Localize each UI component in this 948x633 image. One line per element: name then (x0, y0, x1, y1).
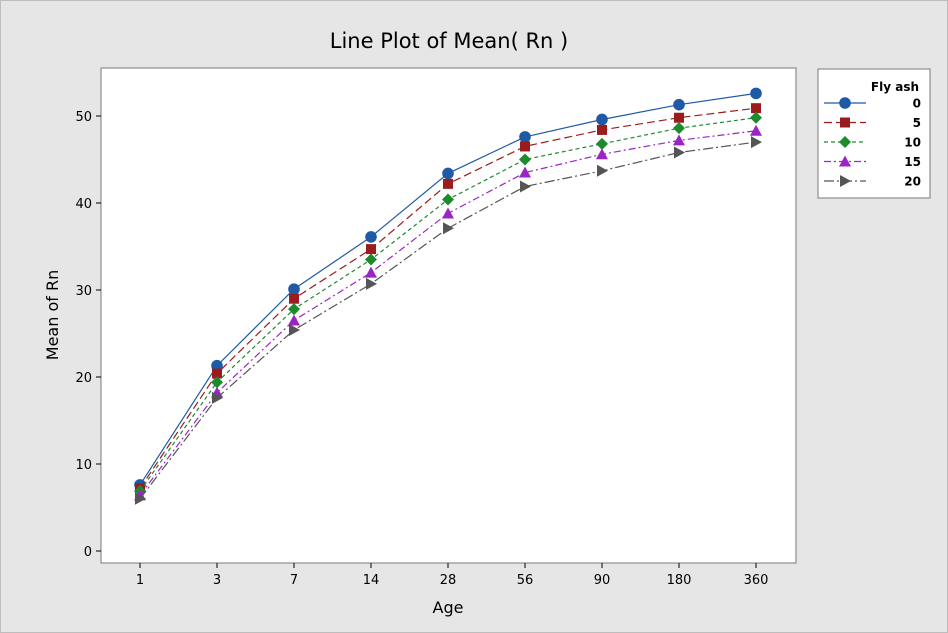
data-point (596, 137, 608, 150)
legend-marker (839, 97, 851, 109)
legend-marker (839, 155, 851, 167)
data-point (365, 231, 377, 243)
data-point (519, 153, 531, 166)
x-tick-label: 56 (517, 573, 534, 588)
data-point (443, 222, 454, 235)
data-point (673, 98, 685, 111)
x-axis-label: Age (433, 598, 464, 617)
data-point (442, 207, 454, 219)
legend-box (817, 68, 931, 199)
chart-title: Line Plot of Mean( Rn ) (330, 29, 568, 53)
y-tick-label: 20 (75, 371, 92, 386)
data-point (135, 492, 146, 505)
legend-title: Fly ash (871, 80, 919, 94)
data-point (751, 136, 762, 149)
legend-entry: 0 (824, 97, 921, 111)
data-point (673, 134, 685, 146)
data-point (519, 131, 531, 143)
data-point (520, 180, 531, 193)
y-axis: 0 10 20 30 40 50 (75, 110, 101, 560)
data-point (442, 167, 454, 180)
legend-entry: 20 (824, 175, 921, 189)
legend-label: 20 (904, 175, 921, 189)
legend-entry: 15 (824, 155, 921, 169)
data-point (750, 124, 762, 136)
data-point (750, 87, 762, 100)
legend: Fly ash 0 5 10 15 20 (817, 68, 931, 199)
data-point (750, 111, 762, 124)
y-tick-label: 40 (75, 197, 92, 212)
data-point (751, 103, 761, 114)
data-point (597, 164, 608, 177)
y-tick-label: 50 (75, 110, 92, 125)
data-point (288, 283, 300, 295)
data-point (596, 113, 608, 126)
series-20 (135, 136, 762, 505)
data-point (366, 277, 377, 290)
legend-entry: 10 (824, 136, 921, 150)
data-point (288, 314, 300, 326)
data-point (443, 178, 453, 189)
x-tick-label: 360 (744, 573, 769, 588)
legend-entry: 5 (824, 116, 921, 130)
plot-area (100, 67, 797, 564)
x-tick-label: 180 (667, 573, 692, 588)
series-layer (134, 87, 762, 505)
data-point (211, 376, 223, 389)
x-tick-label: 1 (136, 573, 144, 588)
data-point (597, 124, 607, 135)
data-point (673, 122, 685, 135)
y-tick-label: 30 (75, 284, 92, 299)
data-point (288, 303, 300, 316)
x-tick-label: 90 (594, 573, 611, 588)
data-point (289, 293, 299, 304)
data-point (212, 368, 222, 379)
data-point (212, 391, 223, 404)
legend-marker (840, 175, 851, 187)
legend-label: 15 (904, 155, 921, 169)
legend-marker (840, 117, 850, 128)
data-point (289, 324, 300, 337)
y-axis-label: Mean of Rn (43, 270, 62, 360)
data-point (365, 253, 377, 266)
data-point (519, 166, 531, 178)
legend-marker (839, 136, 851, 148)
x-tick-label: 28 (440, 573, 457, 588)
data-point (442, 193, 454, 206)
legend-label: 5 (913, 116, 921, 130)
legend-label: 10 (904, 136, 921, 150)
legend-label: 0 (913, 97, 921, 111)
x-axis: 1 3 7 14 28 56 90 180 360 (136, 563, 769, 588)
y-tick-label: 10 (75, 458, 92, 473)
x-tick-label: 3 (213, 573, 221, 588)
x-tick-label: 14 (363, 573, 380, 588)
data-point (520, 141, 530, 152)
x-tick-label: 7 (290, 573, 298, 588)
data-point (596, 148, 608, 160)
series-10 (134, 111, 762, 497)
data-point (366, 244, 376, 255)
data-point (674, 146, 685, 159)
y-tick-label: 0 (84, 545, 92, 560)
data-point (365, 266, 377, 278)
data-point (674, 112, 684, 123)
